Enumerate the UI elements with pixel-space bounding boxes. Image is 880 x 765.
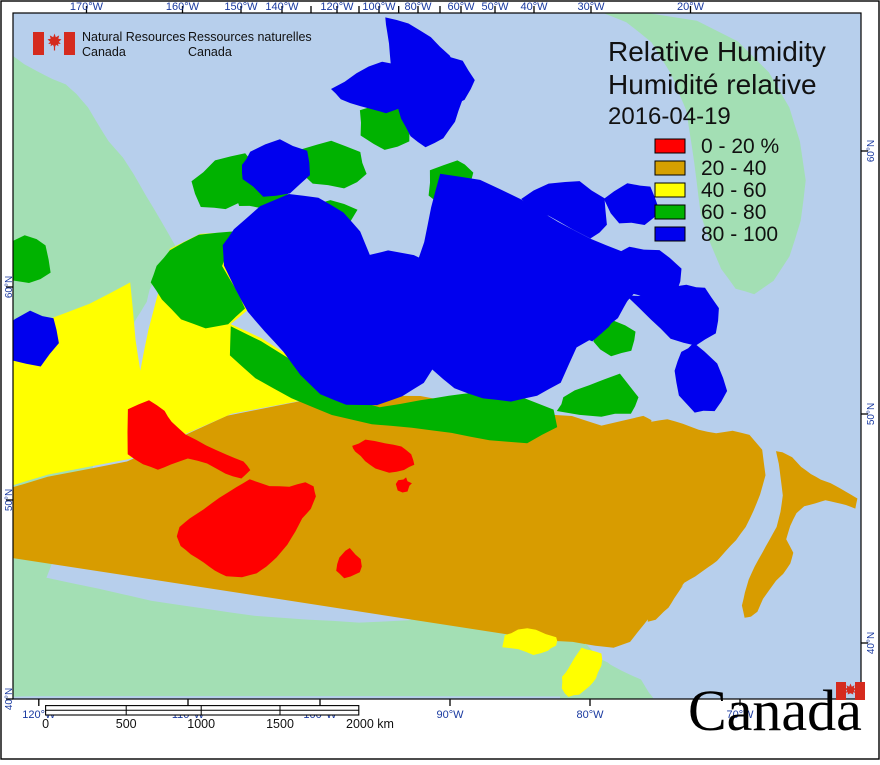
svg-text:80 - 100: 80 - 100 (701, 223, 778, 246)
svg-text:2000 km: 2000 km (346, 717, 394, 731)
svg-text:160°W: 160°W (166, 1, 200, 13)
svg-text:Humidité relative: Humidité relative (608, 69, 817, 100)
svg-text:20 - 40: 20 - 40 (701, 157, 766, 180)
svg-text:60°N: 60°N (4, 276, 15, 298)
svg-text:80°W: 80°W (576, 709, 604, 721)
svg-text:150°W: 150°W (224, 1, 258, 13)
svg-text:90°W: 90°W (436, 709, 464, 721)
svg-text:500: 500 (116, 717, 137, 731)
svg-text:140°W: 140°W (265, 1, 299, 13)
svg-text:50°W: 50°W (481, 1, 509, 13)
svg-text:30°W: 30°W (577, 1, 605, 13)
svg-text:60°W: 60°W (447, 1, 475, 13)
svg-text:40°W: 40°W (520, 1, 548, 13)
svg-text:40 - 60: 40 - 60 (701, 179, 766, 202)
svg-text:50°N: 50°N (866, 403, 877, 425)
svg-text:50°N: 50°N (4, 489, 15, 511)
svg-text:40°N: 40°N (4, 688, 15, 710)
svg-text:0 - 20 %: 0 - 20 % (701, 135, 779, 158)
svg-text:Canada: Canada (188, 45, 232, 59)
svg-text:Relative Humidity: Relative Humidity (608, 36, 826, 67)
svg-text:Canada: Canada (82, 45, 126, 59)
svg-text:120°W: 120°W (320, 1, 354, 13)
svg-text:2016-04-19: 2016-04-19 (608, 103, 731, 130)
svg-text:40°N: 40°N (866, 632, 877, 654)
svg-text:60 - 80: 60 - 80 (701, 201, 766, 224)
svg-text:80°W: 80°W (404, 1, 432, 13)
svg-text:20°W: 20°W (677, 1, 705, 13)
svg-text:0: 0 (42, 717, 49, 731)
svg-text:60°N: 60°N (866, 140, 877, 162)
svg-text:170°W: 170°W (70, 1, 104, 13)
svg-text:100°W: 100°W (362, 1, 396, 13)
svg-text:Canada: Canada (688, 678, 862, 743)
svg-text:Ressources naturelles: Ressources naturelles (188, 30, 312, 44)
svg-text:1500: 1500 (266, 717, 294, 731)
svg-text:Natural Resources: Natural Resources (82, 30, 186, 44)
svg-text:1000: 1000 (187, 717, 215, 731)
